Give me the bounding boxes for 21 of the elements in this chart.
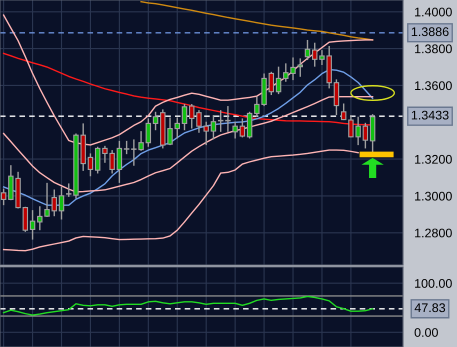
y-tick-label: 100.00 [415, 278, 452, 288]
y-tick-label: 1.3200 [415, 154, 452, 164]
line-series [2, 96, 374, 193]
candlestick [304, 39, 310, 61]
y-tick-label: 1.3800 [415, 44, 452, 54]
y-tick-label: 0.00 [414, 328, 438, 337]
line-series [2, 149, 359, 252]
line-series [140, 0, 374, 41]
y-tick-label: 1.2800 [415, 228, 452, 238]
ref-line-label: 1.3886 [412, 27, 449, 36]
candlestick [58, 186, 64, 220]
candlestick [182, 103, 188, 131]
y-tick-label: 1.3600 [415, 81, 452, 90]
ref-line-label: 1.3433 [412, 110, 449, 120]
y-tick-label: 1.3000 [415, 192, 452, 201]
line-series [2, 14, 374, 146]
y-tick-label: 1.4000 [415, 8, 452, 16]
candlestick [298, 58, 303, 78]
ref-line-label: 47.83 [414, 303, 446, 312]
candlestick [290, 56, 296, 81]
line-series [2, 296, 374, 316]
